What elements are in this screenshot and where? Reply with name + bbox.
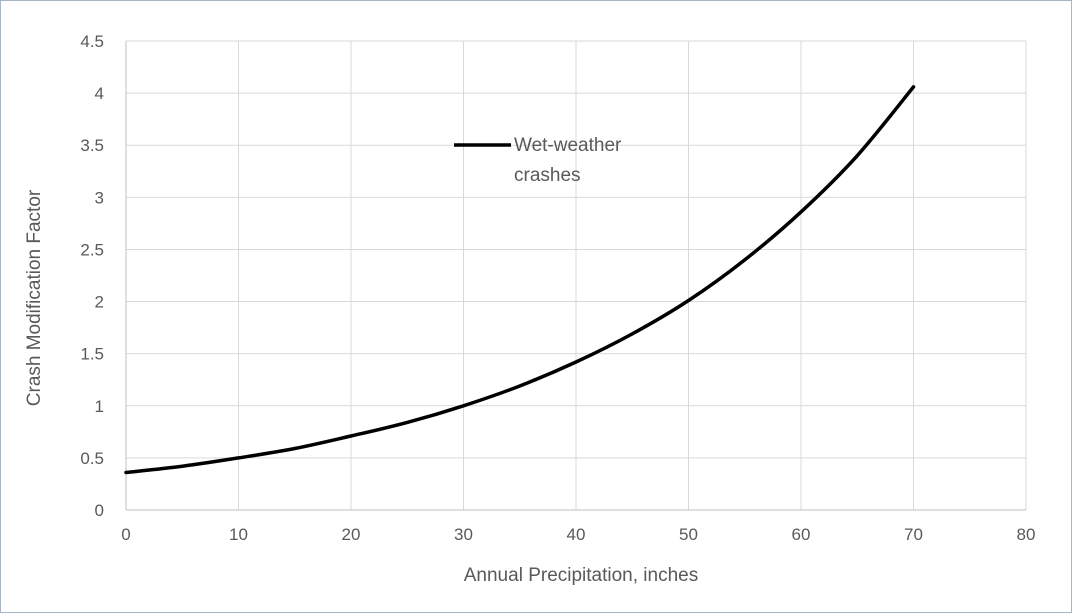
y-axis-title: Crash Modification Factor (24, 189, 45, 406)
y-tick-label: 2.5 (80, 240, 104, 259)
series-line-wet-weather-crashes (124, 85, 916, 475)
legend: Wet-weather crashes (454, 135, 622, 186)
x-tick-label: 40 (567, 525, 586, 544)
x-tick-label: 0 (121, 525, 130, 544)
x-tick-label: 20 (342, 525, 361, 544)
x-tick-label: 80 (1017, 525, 1036, 544)
tick-labels: 0 10 20 30 40 50 60 70 80 0 0.5 1 1.5 2 2.5 3 3.5 4 4.5 (80, 32, 1035, 544)
y-tick-label: 3 (95, 188, 104, 207)
y-tick-label: 0.5 (80, 449, 104, 468)
x-tick-label: 70 (904, 525, 923, 544)
x-axis-title: Annual Precipitation, inches (464, 565, 698, 586)
y-tick-label: 1 (95, 397, 104, 416)
y-tick-label: 2 (95, 293, 104, 312)
legend-label-line-1: Wet-weather (514, 135, 622, 156)
series-layer (124, 85, 916, 475)
x-tick-label: 50 (679, 525, 698, 544)
y-tick-label: 4 (95, 84, 104, 103)
y-tick-label: 0 (95, 501, 104, 520)
y-tick-label: 3.5 (80, 136, 104, 155)
x-tick-label: 10 (229, 525, 248, 544)
x-tick-label: 30 (454, 525, 473, 544)
legend-label-line-2: crashes (514, 165, 581, 186)
gridlines (126, 40, 1027, 510)
x-tick-label: 60 (792, 525, 811, 544)
axes (125, 41, 1026, 511)
y-tick-label: 4.5 (80, 32, 104, 51)
y-tick-label: 1.5 (80, 345, 104, 364)
